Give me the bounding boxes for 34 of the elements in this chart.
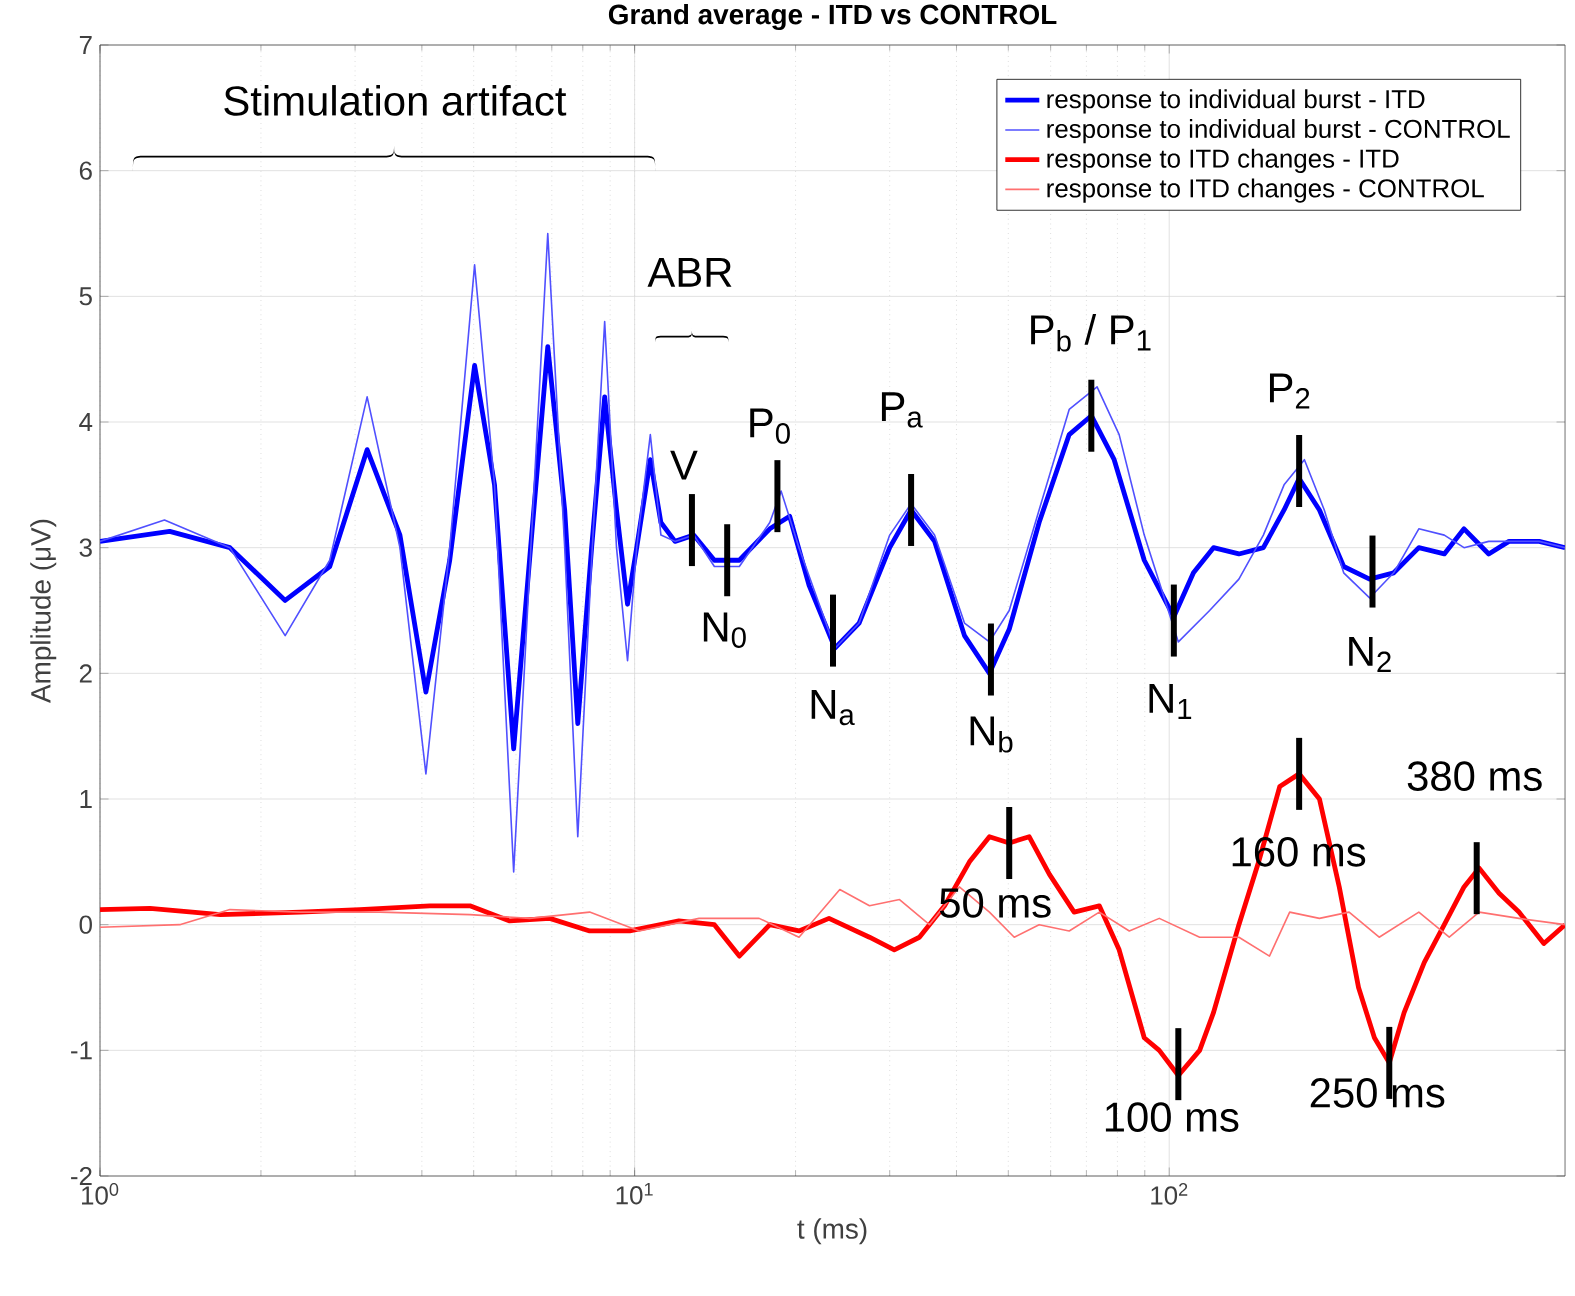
annotation: N$_{a}$ bbox=[811, 689, 855, 726]
annotation: ABR bbox=[647, 257, 732, 287]
legend-label: response to individual burst - CONTROL bbox=[1047, 119, 1510, 144]
legend-label: response to ITD changes - ITD bbox=[1047, 148, 1399, 173]
annotation: N$_{1}$ bbox=[1149, 684, 1192, 720]
y-tick-label: 2 bbox=[79, 664, 92, 683]
chart-title: Grand average - ITD vs CONTROL bbox=[608, 3, 1057, 31]
annotation: N$_{2}$ bbox=[1349, 637, 1391, 673]
annotation: N$_{b}$ bbox=[970, 716, 1013, 753]
annotation: P$_{2}$ bbox=[1269, 373, 1310, 409]
y-tick-label: 4 bbox=[79, 413, 93, 431]
y-axis-title: Amplitude (μV) bbox=[30, 519, 57, 703]
legend-label: response to individual burst - ITD bbox=[1047, 89, 1425, 114]
y-tick-label: 3 bbox=[79, 538, 92, 557]
annotation: P$_{a}$ bbox=[881, 392, 923, 428]
legend-label: response to ITD changes - CONTROL bbox=[1047, 178, 1484, 203]
annotation: Stimulation artifact bbox=[224, 85, 567, 116]
y-tick-label: 6 bbox=[79, 161, 92, 180]
y-tick-label: 7 bbox=[79, 36, 92, 54]
y-tick-label: 5 bbox=[79, 287, 92, 306]
annotation: N$_{0}$ bbox=[703, 612, 746, 648]
y-tick-label: 1 bbox=[80, 790, 92, 808]
x-axis-title: t (ms) bbox=[797, 1218, 867, 1245]
annotation: P$_{0}$ bbox=[750, 408, 790, 444]
y-tick-label: -1 bbox=[71, 1041, 92, 1060]
x-tick-label: 10$^{2}$ bbox=[1151, 1183, 1188, 1205]
y-tick-label: 0 bbox=[79, 915, 92, 934]
y-tick-label: -2 bbox=[71, 1166, 92, 1186]
annotation: 100 ms bbox=[1105, 1102, 1239, 1132]
x-tick-label: 10$^{1}$ bbox=[616, 1183, 653, 1205]
annotation: P$_{b}$ / P$_{1}$ bbox=[1031, 313, 1151, 352]
annotation: 380 ms bbox=[1407, 761, 1542, 791]
annotation: V bbox=[670, 450, 698, 480]
annotation: 250 ms bbox=[1310, 1078, 1445, 1108]
